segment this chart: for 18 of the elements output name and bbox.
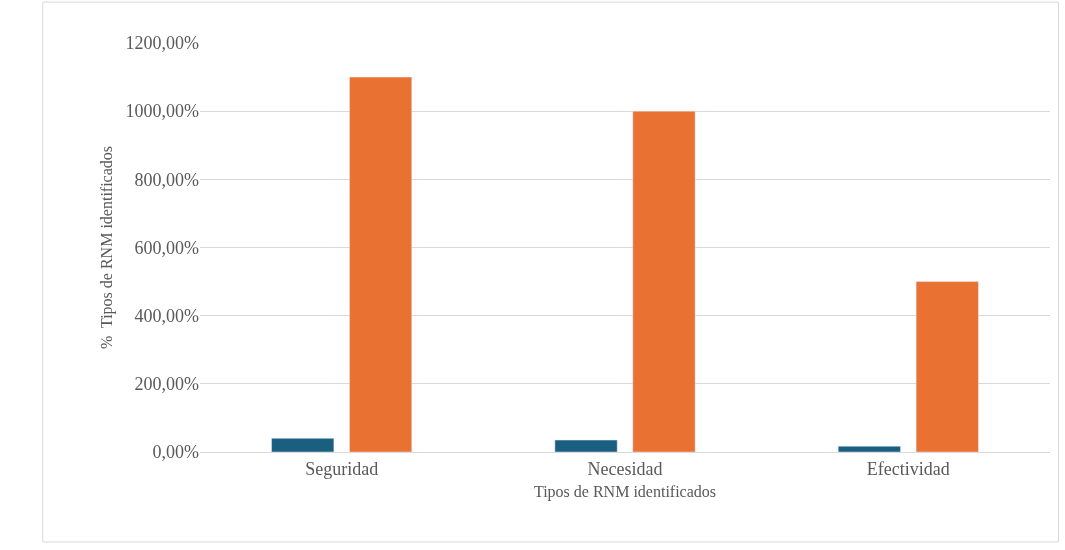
x-tick-label: Seguridad [305, 458, 379, 479]
y-tick-label: 200,00% [134, 374, 199, 395]
y-tick-label: 1000,00% [125, 101, 199, 122]
x-tick-label: Efectividad [866, 458, 950, 479]
y-axis-title: % Tipos de RNM identificados [98, 145, 117, 350]
y-tick-label: 800,00% [134, 169, 199, 190]
x-tick-label: Necesidad [587, 458, 663, 479]
bar [271, 438, 335, 452]
bar [915, 281, 979, 452]
y-tick-label: 400,00% [134, 305, 199, 326]
bar [837, 445, 901, 452]
y-tick-label: 1200,00% [125, 33, 199, 54]
y-tick-label: 600,00% [134, 237, 199, 258]
bar [554, 439, 618, 452]
bar [349, 76, 413, 452]
bar [632, 110, 696, 452]
y-tick-label: 0,00% [152, 442, 199, 463]
x-axis-title: Tipos de RNM identificados [533, 483, 717, 502]
